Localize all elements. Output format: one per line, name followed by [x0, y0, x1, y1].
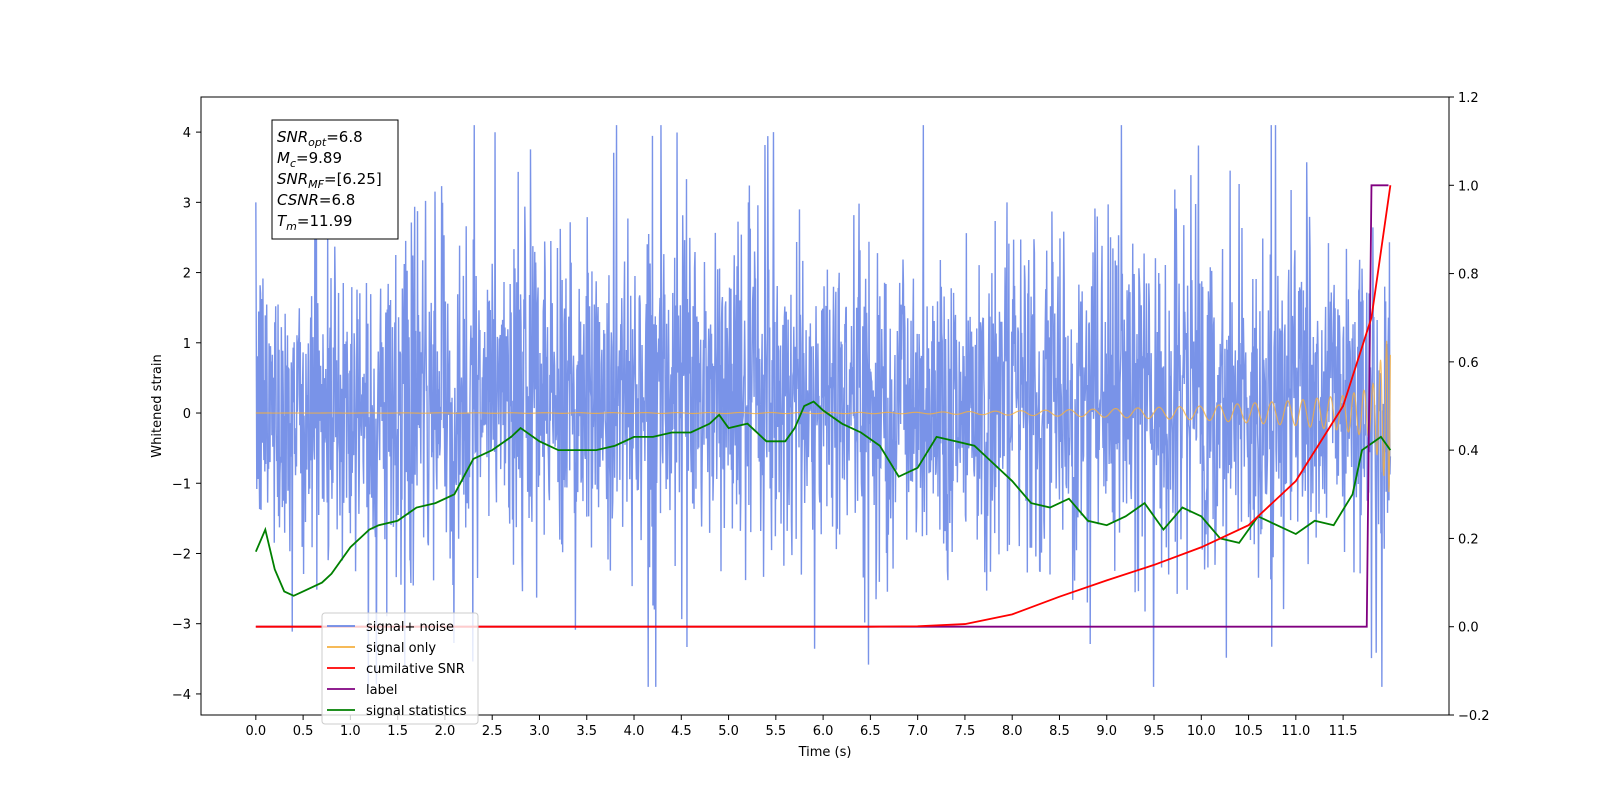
x-tick-label: 4.5	[671, 724, 692, 739]
y-tick-label: 3	[183, 196, 191, 211]
stats-annotation-box: SNRopt=6.8Mc=9.89SNRMF=[6.25]CSNR=6.8Tm=…	[271, 119, 399, 240]
x-tick-label: 3.0	[529, 724, 550, 739]
legend-label: signal statistics	[366, 704, 467, 719]
stats-value: =6.8	[326, 128, 362, 146]
stats-line: Tm=11.99	[277, 212, 352, 233]
x-tick-label: 2.0	[435, 724, 456, 739]
x-tick-label: 3.5	[576, 724, 597, 739]
y-right-tick-label: 0.2	[1458, 532, 1479, 547]
stats-subscript: MF	[308, 178, 324, 191]
x-tick-label: 9.0	[1096, 724, 1117, 739]
stats-subscript: c	[290, 157, 296, 170]
y-right-tick-label: 1.0	[1458, 179, 1479, 194]
x-tick-label: 0.0	[245, 724, 266, 739]
y-tick-label: −4	[172, 688, 191, 703]
y-tick-label: 2	[183, 267, 191, 282]
y-axis-label: Whitened strain	[150, 354, 165, 457]
stats-value: =9.89	[296, 149, 342, 167]
stats-symbol: SNR	[277, 170, 308, 188]
stats-symbol: CSNR	[277, 191, 319, 209]
x-tick-label: 9.5	[1144, 724, 1165, 739]
x-tick-label: 6.5	[860, 724, 881, 739]
x-tick-label: 11.5	[1329, 724, 1358, 739]
y-tick-label: −3	[172, 618, 191, 633]
legend-label: cumilative SNR	[366, 662, 465, 677]
y-right-tick-label: 0.0	[1458, 621, 1479, 636]
stats-symbol: SNR	[277, 128, 308, 146]
x-tick-label: 6.0	[813, 724, 834, 739]
legend: signal+ noise signal only cumilative SNR la…	[321, 612, 479, 725]
series-signal-only-line	[255, 340, 1391, 493]
y-right-tick-label: 1.2	[1458, 91, 1479, 106]
x-tick-label: 11.0	[1281, 724, 1310, 739]
y-tick-label: −2	[172, 547, 191, 562]
x-tick-label: 1.5	[387, 724, 408, 739]
stats-symbol: T	[277, 212, 288, 230]
stats-subscript: m	[286, 220, 297, 233]
y-right-tick-label: 0.4	[1458, 444, 1479, 459]
stats-box-frame	[271, 119, 399, 240]
x-tick-label: 10.5	[1234, 724, 1263, 739]
series-cumulative-snr-line	[255, 185, 1392, 628]
y-tick-label: 1	[183, 337, 191, 352]
stats-subscript: opt	[308, 136, 327, 149]
legend-frame	[321, 612, 479, 725]
legend-label: label	[366, 683, 397, 698]
y-tick-label: 4	[183, 126, 191, 141]
x-tick-label: 8.5	[1049, 724, 1070, 739]
x-axis-label: Time (s)	[798, 745, 852, 760]
stats-line: CSNR=6.8	[277, 191, 355, 209]
series-signal-noise-line	[255, 125, 1392, 687]
y-tick-label: −1	[172, 477, 191, 492]
x-tick-label: 10.0	[1187, 724, 1216, 739]
x-tick-label: 7.0	[907, 724, 928, 739]
stats-value: =11.99	[297, 212, 353, 230]
series-signal-statistics-line	[255, 400, 1392, 597]
y-right-tick-label: −0.2	[1458, 709, 1490, 724]
stats-line: Mc=9.89	[277, 149, 342, 170]
x-tick-label: 5.0	[718, 724, 739, 739]
x-tick-label: 7.5	[955, 724, 976, 739]
y-right-tick-label: 0.6	[1458, 356, 1479, 371]
x-tick-label: 2.5	[482, 724, 503, 739]
x-tick-label: 0.5	[293, 724, 314, 739]
stats-line: SNRopt=6.8	[277, 128, 363, 149]
stats-value: =[6.25]	[324, 170, 382, 188]
x-tick-label: 5.5	[765, 724, 786, 739]
x-tick-label: 8.0	[1002, 724, 1023, 739]
y-tick-label: 0	[183, 407, 191, 422]
stats-symbol: M	[277, 149, 290, 167]
legend-label: signal+ noise	[366, 620, 454, 635]
stats-line: SNRMF=[6.25]	[277, 170, 382, 191]
x-tick-label: 1.0	[340, 724, 361, 739]
x-tick-label: 4.0	[624, 724, 645, 739]
plot-frame	[200, 96, 1450, 716]
legend-label: signal only	[366, 641, 436, 656]
stats-value: =6.8	[319, 191, 355, 209]
y-right-tick-label: 0.8	[1458, 268, 1479, 283]
